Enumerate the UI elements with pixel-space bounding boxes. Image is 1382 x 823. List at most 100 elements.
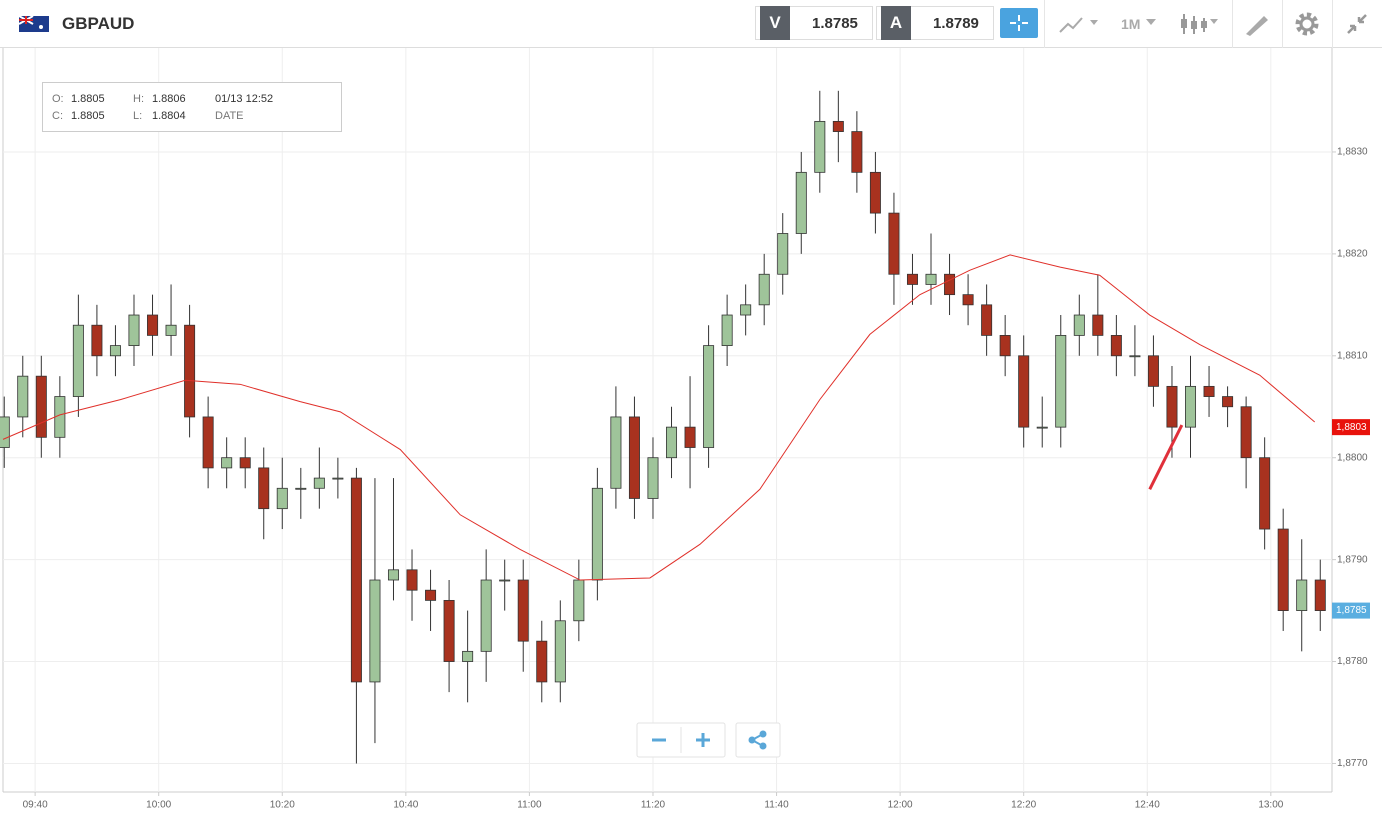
candle-body [1073, 314, 1085, 336]
candle-body [851, 131, 863, 173]
candle-body [350, 477, 362, 683]
toolbar: GBPAUD V 1.8785 A 1.8789 1M [0, 0, 1382, 48]
high-label: H: [133, 93, 144, 105]
candle-body [184, 324, 196, 418]
candle-body [462, 650, 474, 662]
candle-body [17, 375, 29, 418]
candle-body [628, 416, 640, 499]
x-tick-label: 12:00 [888, 800, 913, 811]
x-tick-label: 12:20 [1011, 800, 1036, 811]
buy-box[interactable] [876, 6, 994, 40]
x-tick-label: 12:40 [1135, 800, 1160, 811]
candle-body [758, 273, 770, 306]
divider [1332, 0, 1333, 48]
candle-body [795, 171, 807, 234]
candle-body [1166, 385, 1178, 428]
candle-body [91, 324, 103, 357]
candle-body [832, 120, 844, 132]
candle-body [1259, 457, 1271, 530]
crosshair-button[interactable] [1000, 8, 1038, 38]
x-tick-label: 10:40 [393, 800, 418, 811]
y-tick-label: 1,8770 [1337, 758, 1368, 769]
x-tick-label: 10:20 [270, 800, 295, 811]
candle-body [1036, 426, 1048, 429]
zoom-controls[interactable] [636, 722, 726, 758]
flag-icon [19, 16, 49, 32]
candle-body [962, 294, 974, 306]
candle-body [869, 171, 881, 214]
candle-body [888, 212, 900, 275]
candle-body [1296, 579, 1308, 611]
candle-body [109, 345, 121, 357]
drawn-trendline [1148, 424, 1184, 490]
candle-body [425, 589, 437, 601]
y-tick-label: 1,8800 [1337, 452, 1368, 463]
x-tick-label: 11:00 [517, 800, 542, 811]
sell-price[interactable]: 1.8785 [812, 15, 858, 32]
chart-type-button[interactable] [1058, 12, 1098, 36]
candle-body [703, 345, 715, 448]
share-button[interactable] [735, 722, 781, 758]
candle-body [72, 324, 84, 397]
candle-body [591, 487, 603, 581]
timeframe[interactable]: 1M [1121, 16, 1141, 32]
candle-body [1222, 396, 1234, 408]
low-label: L: [133, 110, 143, 122]
y-tick-label: 1,8820 [1337, 249, 1368, 260]
candle-body [1314, 579, 1326, 611]
x-tick-label: 11:20 [641, 800, 666, 811]
settings-button[interactable] [1294, 11, 1320, 37]
ohlc-info: O: 1.8805 H: 1.8806 01/13 12:52 C: 1.880… [42, 82, 342, 132]
divider [1044, 0, 1045, 48]
candle-body [332, 477, 344, 480]
candle-body [1277, 528, 1289, 611]
candle-body [981, 304, 993, 336]
buy-label[interactable]: A [881, 6, 911, 40]
close-value: 1.8805 [71, 110, 105, 122]
x-tick-label: 09:40 [23, 800, 48, 811]
share-icon [748, 736, 756, 744]
sell-label[interactable]: V [760, 6, 790, 40]
divider [1282, 0, 1283, 48]
sell-box[interactable] [755, 6, 873, 40]
high-value: 1.8806 [152, 93, 186, 105]
price-tag [1332, 602, 1370, 619]
collapse-button[interactable] [1345, 12, 1369, 36]
x-tick-label: 11:40 [764, 800, 789, 811]
candle-body [369, 579, 381, 683]
x-tick-label: 10:00 [146, 800, 171, 811]
share-icon [759, 742, 767, 750]
buy-price[interactable]: 1.8789 [933, 15, 979, 32]
candle-body [536, 640, 548, 683]
candle-body [721, 314, 733, 347]
share-bg[interactable] [735, 722, 781, 758]
candle-body [147, 314, 159, 336]
candle-body [258, 467, 270, 510]
x-tick-label: 13:00 [1258, 800, 1283, 811]
candle-body [35, 375, 47, 438]
draw-button[interactable] [1244, 12, 1270, 36]
candle-body [1129, 355, 1141, 358]
candle-button[interactable] [1178, 12, 1224, 36]
open-value: 1.8805 [71, 93, 105, 105]
candle-body [0, 416, 10, 448]
candle-body [1240, 406, 1252, 459]
candle-body [1110, 335, 1122, 357]
symbol: GBPAUD [62, 14, 135, 33]
candle-body [684, 426, 696, 448]
y-tick-label: 1,8830 [1337, 147, 1368, 158]
candle-body [128, 314, 140, 347]
dropdown-arrow [1146, 19, 1156, 25]
candle-body [239, 457, 251, 469]
low-value: 1.8804 [152, 110, 186, 122]
candle-body [740, 304, 752, 316]
moving-average [2, 254, 1316, 581]
candle-body [777, 233, 789, 275]
y-tick-label: 1,8810 [1337, 350, 1368, 361]
candle-body [666, 426, 678, 459]
candle-body [221, 457, 233, 469]
open-label: O: [52, 93, 64, 105]
y-tick-label: 1,8780 [1337, 656, 1368, 667]
candle-body [814, 120, 826, 173]
